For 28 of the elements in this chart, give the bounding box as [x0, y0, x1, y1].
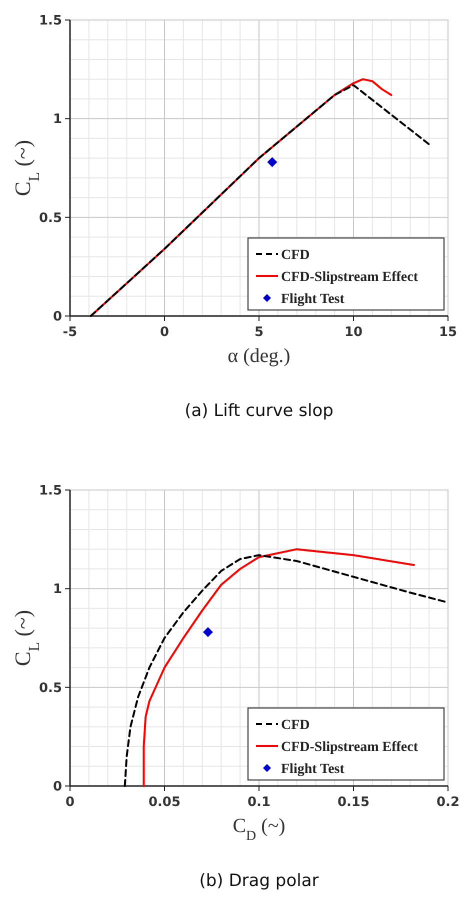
legend-label: CFD-Slipstream Effect — [281, 740, 418, 755]
y-tick-label: 0.5 — [38, 210, 62, 226]
x-tick-label: 0 — [160, 325, 170, 340]
y-tick-label: 1.5 — [38, 484, 62, 499]
x-tick-label: 0 — [65, 795, 75, 810]
y-tick-label: 1 — [52, 112, 62, 128]
x-tick-label: 0.2 — [436, 795, 460, 810]
legend-label: CFD-Slipstream Effect — [281, 270, 418, 285]
text: (a) Lift curve slop — [184, 401, 334, 421]
y-tick-label: 1.5 — [38, 14, 62, 29]
legend-label: CFD — [281, 718, 310, 733]
x-tick-label: 0.05 — [148, 795, 181, 810]
x-tick-label: 5 — [254, 325, 264, 340]
y-tick-label: 0.5 — [38, 680, 62, 696]
x-axis-title: C$_{D}$ (~) — [232, 815, 286, 844]
x-axis-title: α (deg.) — [228, 345, 290, 367]
x-tick-label: 10 — [344, 325, 363, 340]
legend-label: Flight Test — [281, 292, 345, 307]
x-tick-label: 0.1 — [247, 795, 271, 810]
y-tick-label: 1 — [52, 582, 62, 598]
x-tick-label: 15 — [438, 325, 458, 340]
y-tick-label: 0 — [52, 310, 62, 325]
text: (b) Drag polar — [199, 871, 319, 891]
legend-label: Flight Test — [281, 762, 345, 777]
y-tick-label: 0 — [52, 780, 62, 795]
x-tick-label: 0.15 — [337, 795, 370, 810]
legend-label: CFD — [281, 248, 310, 263]
x-tick-label: -5 — [62, 325, 78, 340]
